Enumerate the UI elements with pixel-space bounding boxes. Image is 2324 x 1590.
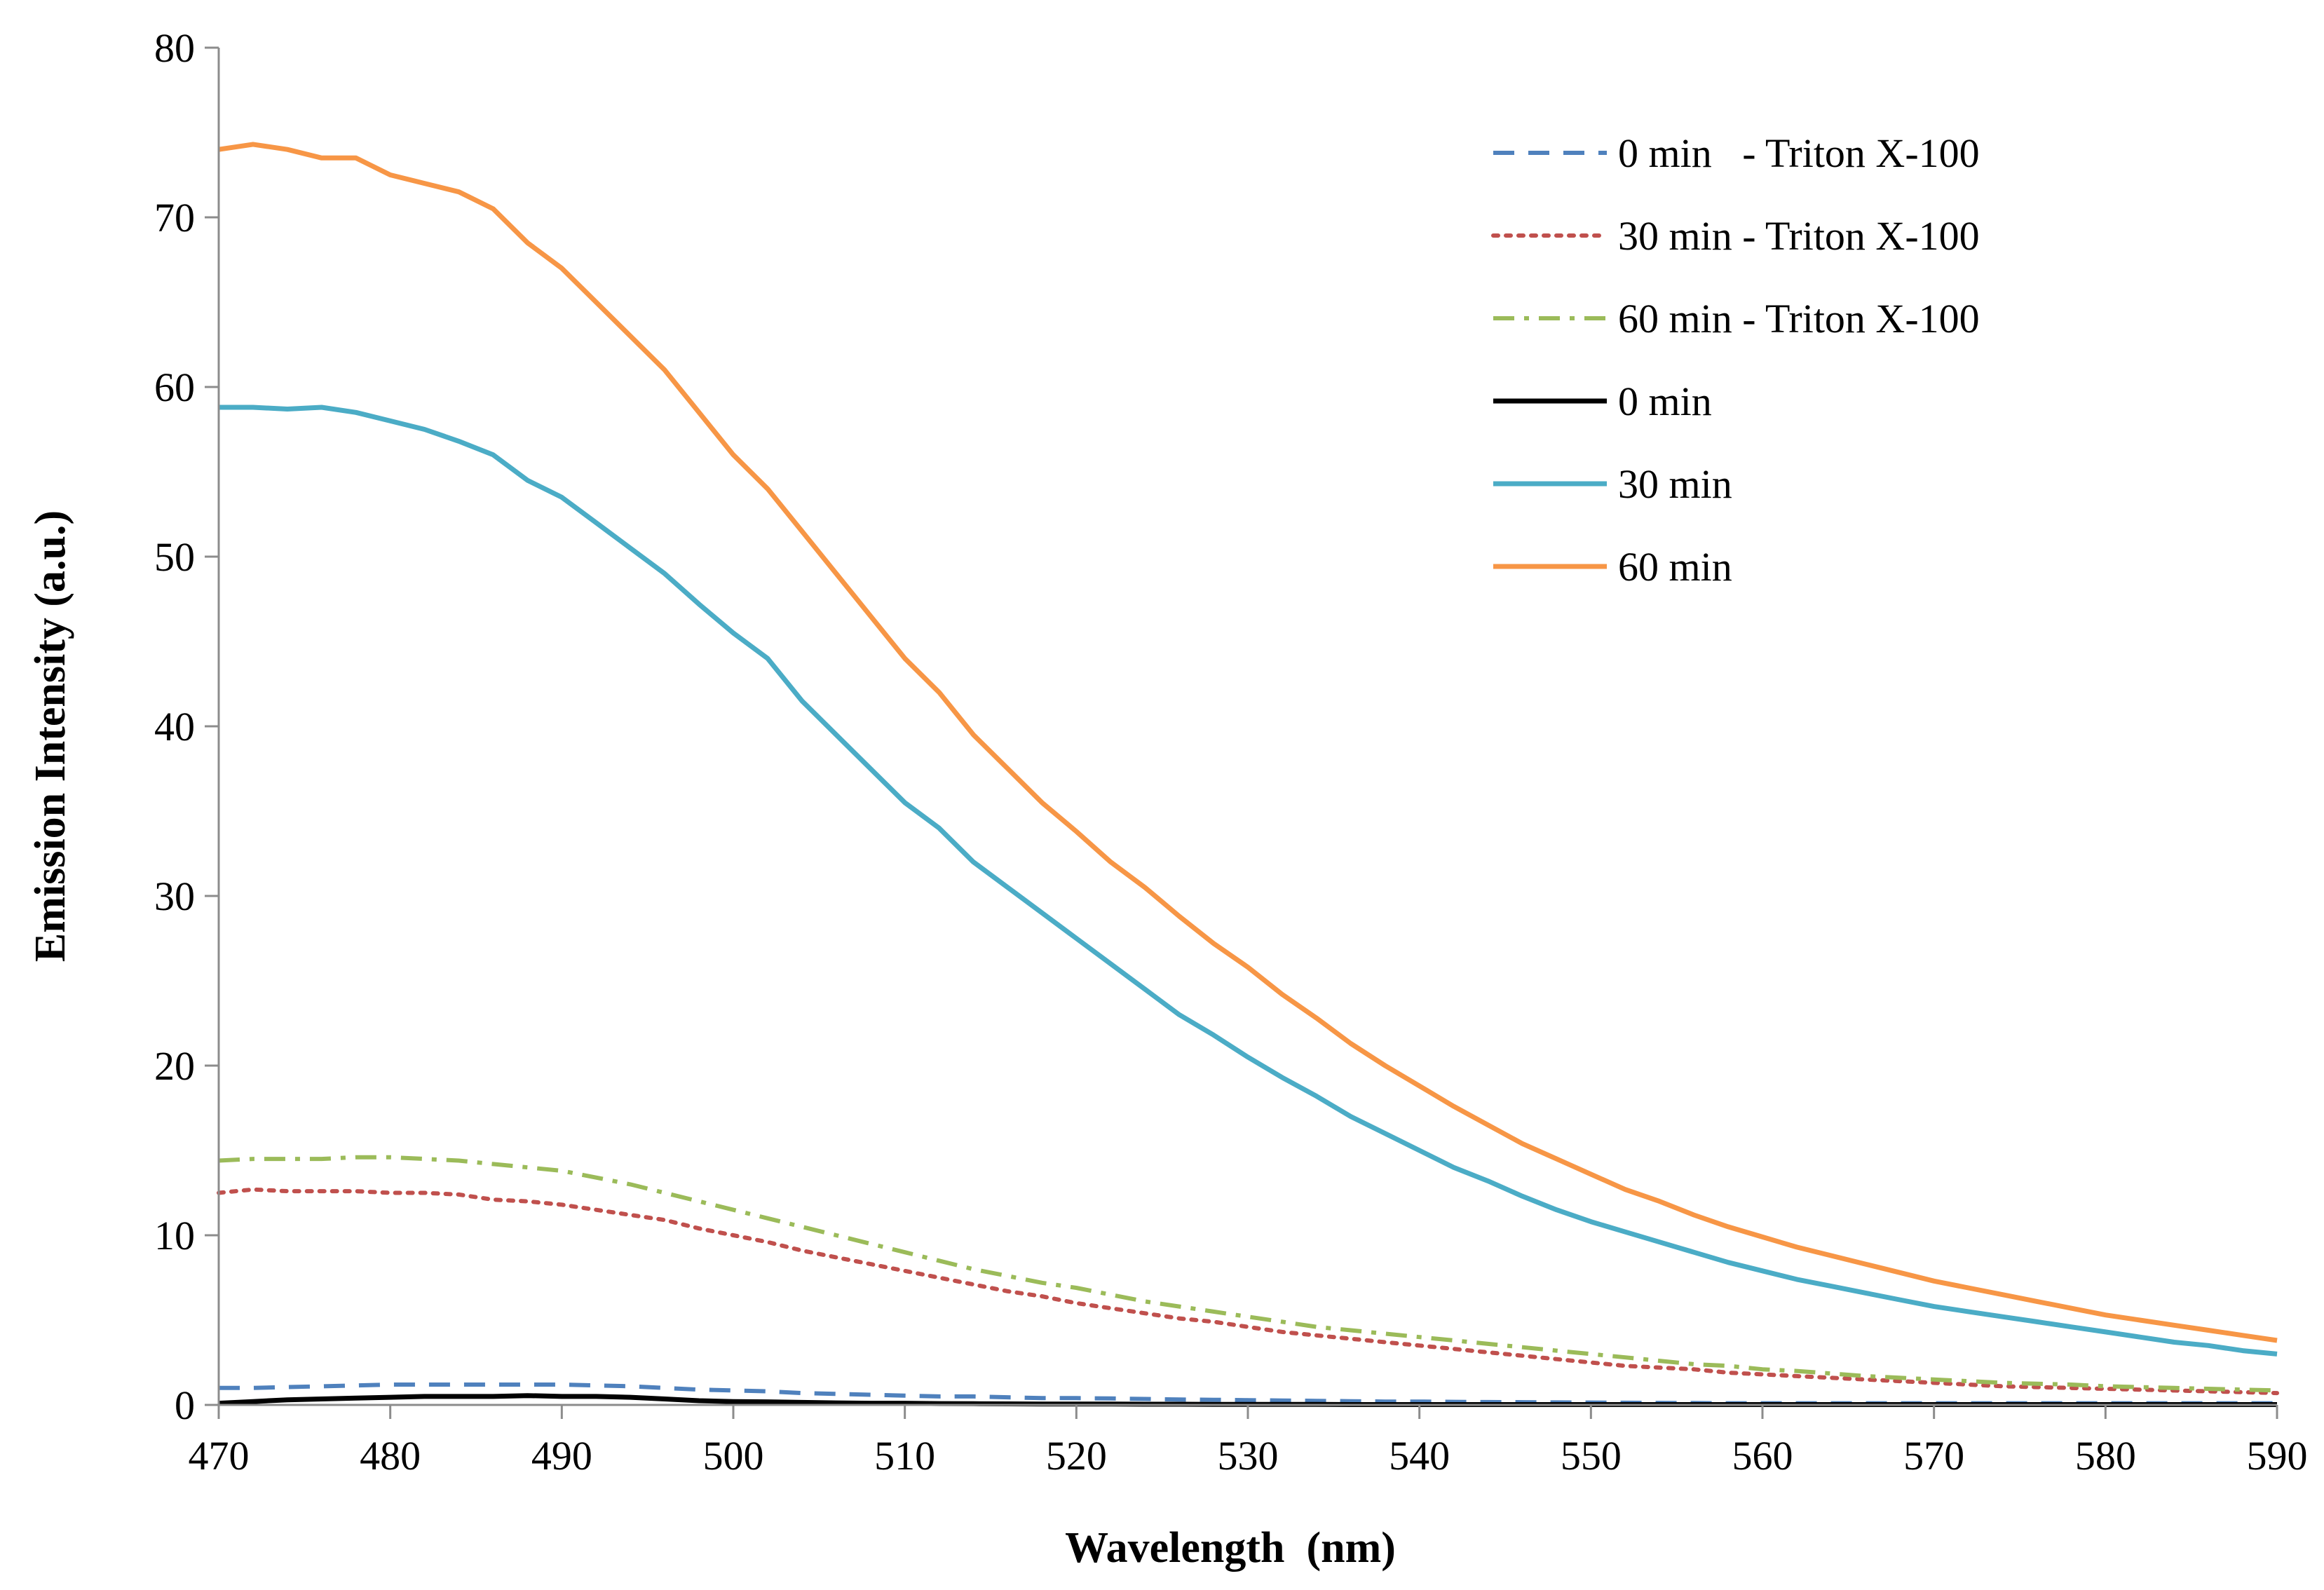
- x-axis-title: Wavelength (nm): [1065, 1524, 1396, 1572]
- legend-label-4: 0 min: [1618, 379, 1712, 424]
- x-tick-label: 590: [2247, 1433, 2308, 1479]
- x-tick-label: 470: [189, 1433, 250, 1479]
- x-tick-label: 560: [1732, 1433, 1793, 1479]
- x-tick-label: 540: [1389, 1433, 1450, 1479]
- y-tick-label: 0: [175, 1382, 195, 1428]
- y-tick-label: 30: [154, 874, 195, 919]
- x-tick-label: 490: [531, 1433, 592, 1479]
- y-axis-title: Emission Intensity (a.u.): [27, 510, 74, 962]
- y-tick-label: 60: [154, 365, 195, 410]
- series-line-2: [217, 1187, 2279, 1396]
- y-tick-label: 40: [154, 704, 195, 749]
- y-tick-label: 80: [154, 25, 195, 71]
- series-line-6: [218, 142, 2278, 1343]
- series-line-1: [219, 1382, 2277, 1406]
- axes-layer: 0 10 20 30 40 50 60 70 80 470 480 490 500 510 520 530 54…: [154, 25, 2308, 1479]
- legend-label-6: 60 min: [1618, 544, 1732, 590]
- legend-label-2: 30 min - Triton X-100: [1618, 213, 1980, 259]
- legend-label-1: 0 min - Triton X-100: [1618, 130, 1980, 176]
- x-tick-label: 500: [703, 1433, 764, 1479]
- series-line-5: [219, 405, 2278, 1357]
- x-tick-label: 520: [1046, 1433, 1107, 1479]
- y-tick-label: 70: [154, 195, 195, 240]
- x-tick-label: 550: [1561, 1433, 1622, 1479]
- legend-label-3: 60 min - Triton X-100: [1618, 296, 1980, 341]
- legend: 0 min - Triton X-100 30 min - Triton X-10…: [1491, 130, 1980, 590]
- x-tick-label: 570: [1903, 1433, 1964, 1479]
- x-tick-label: 510: [874, 1433, 935, 1479]
- legend-label-5: 30 min: [1618, 461, 1732, 507]
- y-tick-label: 20: [154, 1043, 195, 1089]
- series-line-3: [218, 1155, 2278, 1393]
- y-tick-label: 10: [154, 1213, 195, 1258]
- x-tick-label: 580: [2075, 1433, 2136, 1479]
- x-tick-label: 530: [1218, 1433, 1279, 1479]
- x-tick-label: 480: [360, 1433, 421, 1479]
- y-tick-label: 50: [154, 534, 195, 580]
